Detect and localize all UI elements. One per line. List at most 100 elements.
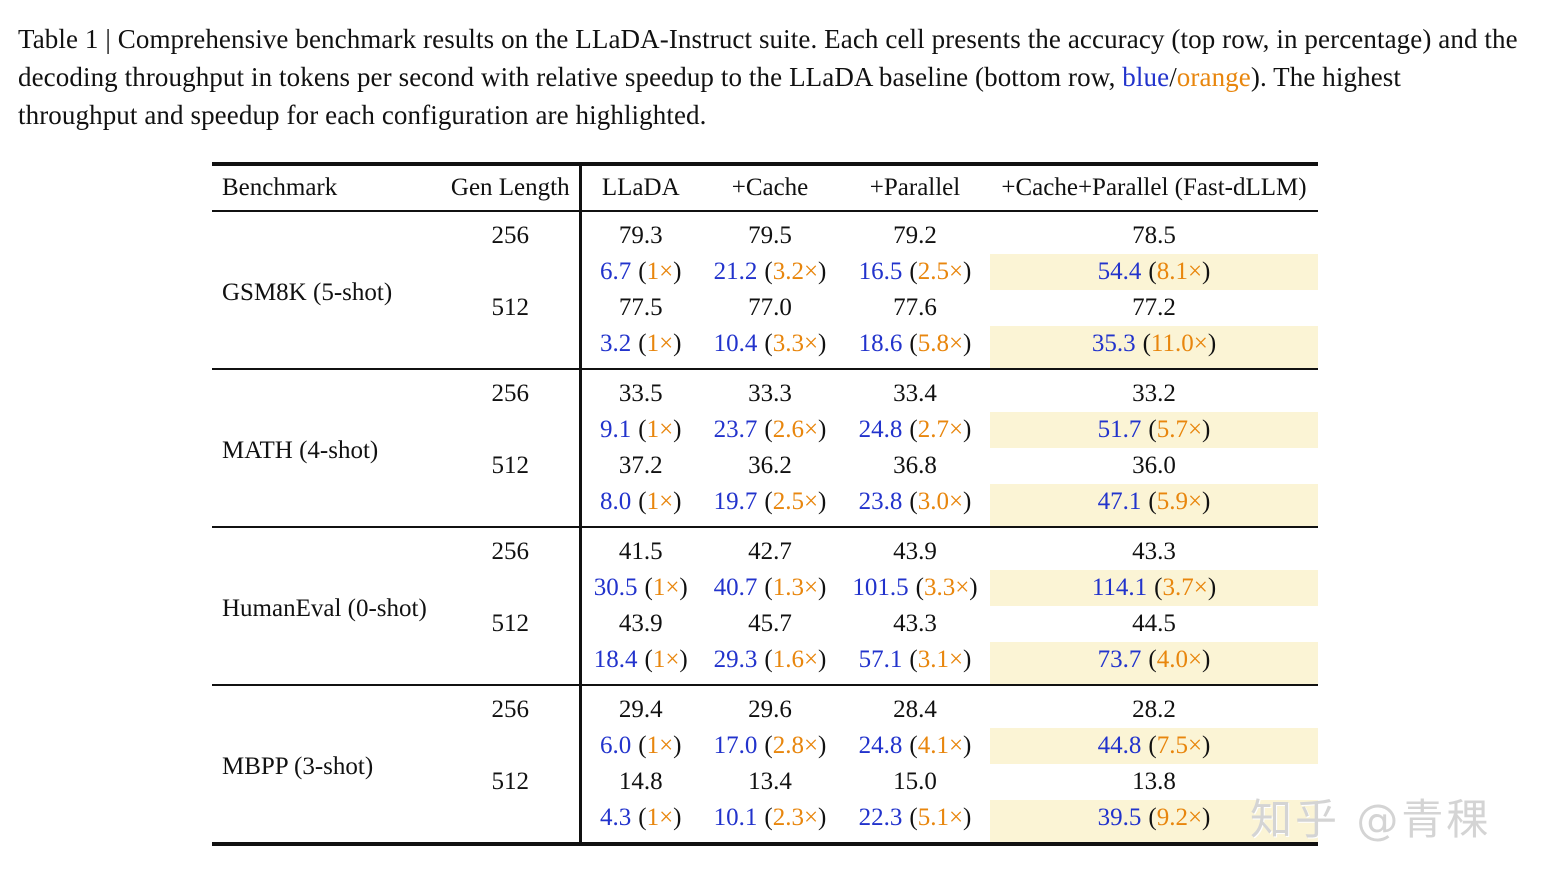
table-row: 512 37.2 36.2 36.8 36.0 xyxy=(212,448,1318,484)
table-row: 3.2 (1×) 10.4 (3.3×) 18.6 (5.8×) 35.3 (11.0×… xyxy=(212,326,1318,369)
speedup-value: 2.6× xyxy=(772,416,819,443)
throughput-value: 30.5 xyxy=(593,574,638,601)
benchmark-name: MATH (4-shot) xyxy=(222,437,379,464)
open-paren: ( xyxy=(1148,732,1157,759)
gen-length-value: 512 xyxy=(491,294,530,321)
throughput-cell: 9.1 (1×) xyxy=(578,412,700,448)
open-paren: ( xyxy=(644,646,653,673)
open-paren: ( xyxy=(909,416,918,443)
throughput-value: 10.1 xyxy=(713,804,758,831)
open-paren: ( xyxy=(909,330,918,357)
speedup-value: 3.1× xyxy=(917,646,964,673)
throughput-value: 21.2 xyxy=(713,258,758,285)
gen-length-spacer xyxy=(442,254,580,290)
gen-length-value: 512 xyxy=(491,452,530,479)
speedup-value: 1× xyxy=(646,732,674,759)
header-benchmark: Benchmark xyxy=(222,174,338,201)
throughput-cell: 24.8 (2.7×) xyxy=(840,412,990,448)
throughput-value: 39.5 xyxy=(1097,804,1142,831)
gen-length-value: 256 xyxy=(491,222,530,249)
open-paren: ( xyxy=(638,416,647,443)
table-row: 6.7 (1×) 21.2 (3.2×) 16.5 (2.5×) 54.4 (8.1×) xyxy=(212,254,1318,290)
throughput-cell: 4.3 (1×) xyxy=(578,800,700,844)
close-paren: ) xyxy=(818,804,827,831)
gen-length-value: 256 xyxy=(491,538,530,565)
throughput-cell-highlighted: 44.8 (7.5×) xyxy=(990,728,1318,764)
throughput-value: 17.0 xyxy=(713,732,758,759)
speedup-value: 3.2× xyxy=(772,258,819,285)
table-header: Benchmark Gen Length LLaDA +Cache +Paral… xyxy=(212,164,1318,211)
speedup-value: 5.9× xyxy=(1156,488,1203,515)
gen-length-value: 256 xyxy=(491,380,530,407)
close-paren: ) xyxy=(969,574,978,601)
speedup-value: 3.3× xyxy=(772,330,819,357)
close-paren: ) xyxy=(818,258,827,285)
table-row: 512 43.9 45.7 43.3 44.5 xyxy=(212,606,1318,642)
table-row: GSM8K (5-shot) 256 79.3 79.5 79.2 78.5 xyxy=(212,211,1318,306)
section-mbpp: MBPP (3-shot) 256 29.4 29.6 28.4 28.2 6.… xyxy=(212,685,1318,844)
close-paren: ) xyxy=(1202,416,1211,443)
open-paren: ( xyxy=(915,574,924,601)
close-paren: ) xyxy=(1202,804,1211,831)
accuracy-value: 36.2 xyxy=(748,452,792,479)
throughput-cell: 18.4 (1×) xyxy=(578,642,700,685)
close-paren: ) xyxy=(818,732,827,759)
speedup-value: 5.7× xyxy=(1156,416,1203,443)
open-paren: ( xyxy=(1148,258,1157,285)
caption-slash: / xyxy=(1169,62,1177,92)
throughput-cell: 21.2 (3.2×) xyxy=(700,254,840,290)
gen-length-spacer xyxy=(442,484,580,527)
accuracy-value: 14.8 xyxy=(578,764,700,800)
table-row: 18.4 (1×) 29.3 (1.6×) 57.1 (3.1×) 73.7 (4.0×… xyxy=(212,642,1318,685)
throughput-value: 57.1 xyxy=(858,646,903,673)
table-row: HumanEval (0-shot) 256 41.5 42.7 43.9 43… xyxy=(212,527,1318,622)
gen-length-spacer xyxy=(442,800,580,844)
throughput-value: 73.7 xyxy=(1097,646,1142,673)
speedup-value: 2.3× xyxy=(772,804,819,831)
open-paren: ( xyxy=(1148,416,1157,443)
close-paren: ) xyxy=(963,416,972,443)
speedup-value: 1× xyxy=(646,330,674,357)
open-paren: ( xyxy=(644,574,653,601)
speedup-value: 4.1× xyxy=(917,732,964,759)
table-row: MATH (4-shot) 256 33.5 33.3 33.4 33.2 xyxy=(212,369,1318,464)
close-paren: ) xyxy=(963,488,972,515)
accuracy-value: 77.5 xyxy=(578,290,700,326)
open-paren: ( xyxy=(909,258,918,285)
throughput-cell: 16.5 (2.5×) xyxy=(840,254,990,290)
throughput-cell: 19.7 (2.5×) xyxy=(700,484,840,527)
accuracy-value: 33.2 xyxy=(1132,380,1176,407)
throughput-value: 9.1 xyxy=(599,416,632,443)
throughput-cell: 23.8 (3.0×) xyxy=(840,484,990,527)
speedup-value: 1× xyxy=(646,804,674,831)
header-llada: LLaDA xyxy=(578,164,700,211)
close-paren: ) xyxy=(673,488,682,515)
accuracy-value: 77.0 xyxy=(748,294,792,321)
throughput-value: 6.0 xyxy=(599,732,632,759)
accuracy-value: 13.8 xyxy=(1132,768,1176,795)
open-paren: ( xyxy=(764,330,773,357)
speedup-value: 5.1× xyxy=(917,804,964,831)
open-paren: ( xyxy=(764,416,773,443)
accuracy-value: 33.3 xyxy=(748,380,792,407)
throughput-value: 35.3 xyxy=(1091,330,1136,357)
open-paren: ( xyxy=(909,804,918,831)
section-humaneval: HumanEval (0-shot) 256 41.5 42.7 43.9 43… xyxy=(212,527,1318,685)
gen-length-spacer xyxy=(442,642,580,685)
throughput-value: 18.6 xyxy=(858,330,903,357)
throughput-value: 23.8 xyxy=(858,488,903,515)
speedup-value: 1.6× xyxy=(772,646,819,673)
caption-text-prefix: Table 1 | Comprehensive benchmark result… xyxy=(18,24,1518,92)
open-paren: ( xyxy=(764,732,773,759)
accuracy-value: 42.7 xyxy=(748,538,792,565)
throughput-cell-highlighted: 51.7 (5.7×) xyxy=(990,412,1318,448)
throughput-value: 10.4 xyxy=(713,330,758,357)
throughput-cell: 40.7 (1.3×) xyxy=(700,570,840,606)
accuracy-value: 33.5 xyxy=(578,369,700,412)
close-paren: ) xyxy=(1202,258,1211,285)
close-paren: ) xyxy=(963,732,972,759)
throughput-cell-highlighted: 54.4 (8.1×) xyxy=(990,254,1318,290)
speedup-value: 11.0× xyxy=(1150,330,1208,357)
accuracy-value: 79.2 xyxy=(893,222,937,249)
accuracy-value: 37.2 xyxy=(578,448,700,484)
